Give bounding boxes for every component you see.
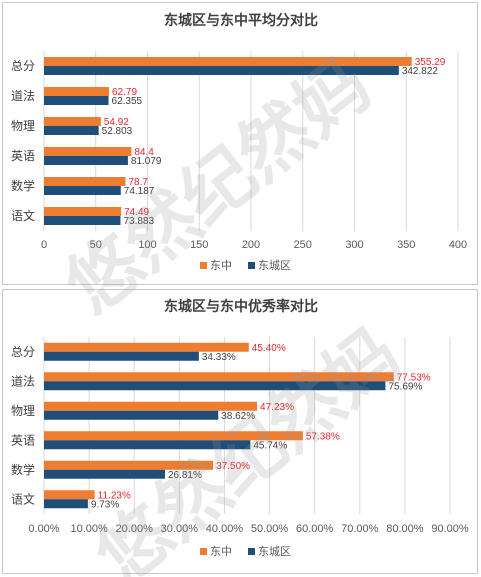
legend-label: 东城区 (258, 545, 291, 558)
legend-swatch (248, 548, 255, 555)
category-label: 总分 (11, 345, 35, 359)
category-label: 数学 (11, 462, 35, 477)
bar-dongcheng (44, 499, 88, 509)
legend-label: 东中 (210, 259, 232, 272)
x-tick-label: 90.00% (431, 523, 469, 535)
data-label: 78.7 (128, 177, 148, 188)
x-tick-label: 150 (190, 239, 208, 251)
bar-dongzhong (44, 177, 126, 186)
excellence-rate-chart: 东城区与东中优秀率对比 0.00% 10.00% 20.00% 30.00% 40.00%… (11, 298, 469, 558)
data-label: 45.40% (252, 343, 286, 354)
bar-dongzhong (44, 460, 214, 470)
data-label: 73.883 (123, 216, 154, 227)
category-label: 英语 (11, 149, 35, 163)
chart-title: 东城区与东中优秀率对比 (164, 298, 318, 314)
data-label: 57.38% (306, 431, 340, 442)
bar-dongcheng (44, 440, 251, 450)
data-label: 62.79 (112, 87, 137, 98)
data-label: 26.81% (168, 470, 202, 481)
data-label: 38.62% (221, 411, 255, 422)
bar-dongcheng (44, 156, 128, 165)
category-label: 道法 (11, 374, 35, 388)
legend-label: 东中 (210, 545, 232, 558)
bar-dongzhong (44, 87, 109, 96)
bar-dongcheng (44, 186, 121, 195)
x-tick-label: 400 (449, 239, 467, 251)
x-tick-label: 40.00% (206, 523, 244, 535)
category-label: 物理 (11, 404, 35, 418)
data-label: 355.29 (415, 57, 446, 68)
data-label: 74.49 (124, 207, 149, 218)
bar-dongzhong (44, 431, 303, 441)
x-tick-label: 50.00% (251, 523, 289, 535)
data-label: 11.23% (98, 490, 131, 501)
data-label: 74.187 (124, 186, 155, 197)
bar-dongcheng (44, 126, 99, 135)
x-tick-label: 50 (90, 239, 102, 251)
data-label: 9.73% (91, 499, 119, 510)
bar-dongzhong (44, 57, 412, 66)
category-label: 数学 (11, 178, 35, 193)
x-tick-label: 80.00% (386, 523, 424, 535)
bar-dongcheng (44, 96, 109, 105)
category-label: 语文 (11, 208, 35, 223)
data-label: 37.50% (216, 461, 250, 472)
x-tick-label: 60.00% (296, 523, 334, 535)
x-tick-label: 300 (345, 239, 363, 251)
category-label: 英语 (11, 433, 35, 447)
bar-dongcheng (44, 351, 199, 361)
x-tick-label: 0 (41, 239, 47, 251)
data-label: 81.079 (131, 156, 162, 167)
bar-dongcheng (44, 469, 165, 479)
data-label: 52.803 (102, 126, 133, 137)
x-tick-label: 20.00% (116, 523, 154, 535)
bar-dongzhong (44, 372, 394, 382)
category-label: 物理 (11, 119, 35, 133)
legend-swatch (200, 548, 207, 555)
x-tick-label: 0.00% (28, 523, 59, 535)
category-label: 道法 (11, 89, 35, 103)
data-label: 34.33% (202, 352, 236, 363)
bar-dongzhong (44, 342, 249, 352)
data-label: 45.74% (253, 440, 287, 451)
data-label: 47.23% (260, 402, 294, 413)
bar-dongzhong (44, 147, 132, 156)
category-label: 总分 (11, 59, 35, 73)
bar-dongcheng (44, 410, 219, 420)
x-tick-label: 100 (138, 239, 156, 251)
bar-dongcheng (44, 66, 399, 75)
chart-panel-average: 东城区与东中平均分对比 0 50 100 150 200 250 300 350 400 总分 355… (2, 2, 478, 285)
bar-dongcheng (44, 216, 121, 225)
x-tick-label: 30.00% (161, 523, 199, 535)
legend-swatch (200, 262, 207, 269)
x-tick-label: 200 (242, 239, 260, 251)
x-tick-label: 250 (294, 239, 312, 251)
data-label: 77.53% (397, 372, 431, 383)
category-label: 语文 (11, 491, 35, 506)
bar-dongzhong (44, 207, 122, 216)
chart-panel-excellence: 东城区与东中优秀率对比 0.00% 10.00% 20.00% 30.00% 40.00%… (2, 289, 478, 574)
data-label: 84.4 (134, 147, 154, 158)
x-tick-label: 350 (397, 239, 415, 251)
bar-dongcheng (44, 381, 386, 391)
x-tick-label: 10.00% (70, 523, 108, 535)
data-label: 54.92 (104, 117, 129, 128)
bar-dongzhong (44, 117, 101, 126)
data-label: 75.69% (388, 381, 422, 392)
legend-swatch (248, 262, 255, 269)
bar-dongzhong (44, 490, 95, 500)
bar-dongzhong (44, 401, 258, 411)
data-label: 342.822 (402, 66, 439, 77)
data-label: 62.355 (112, 96, 143, 107)
x-tick-label: 70.00% (341, 523, 379, 535)
chart-title: 东城区与东中平均分对比 (164, 12, 318, 28)
legend-label: 东城区 (258, 259, 291, 272)
average-score-chart: 东城区与东中平均分对比 0 50 100 150 200 250 300 350 400 总分 355… (11, 12, 467, 272)
